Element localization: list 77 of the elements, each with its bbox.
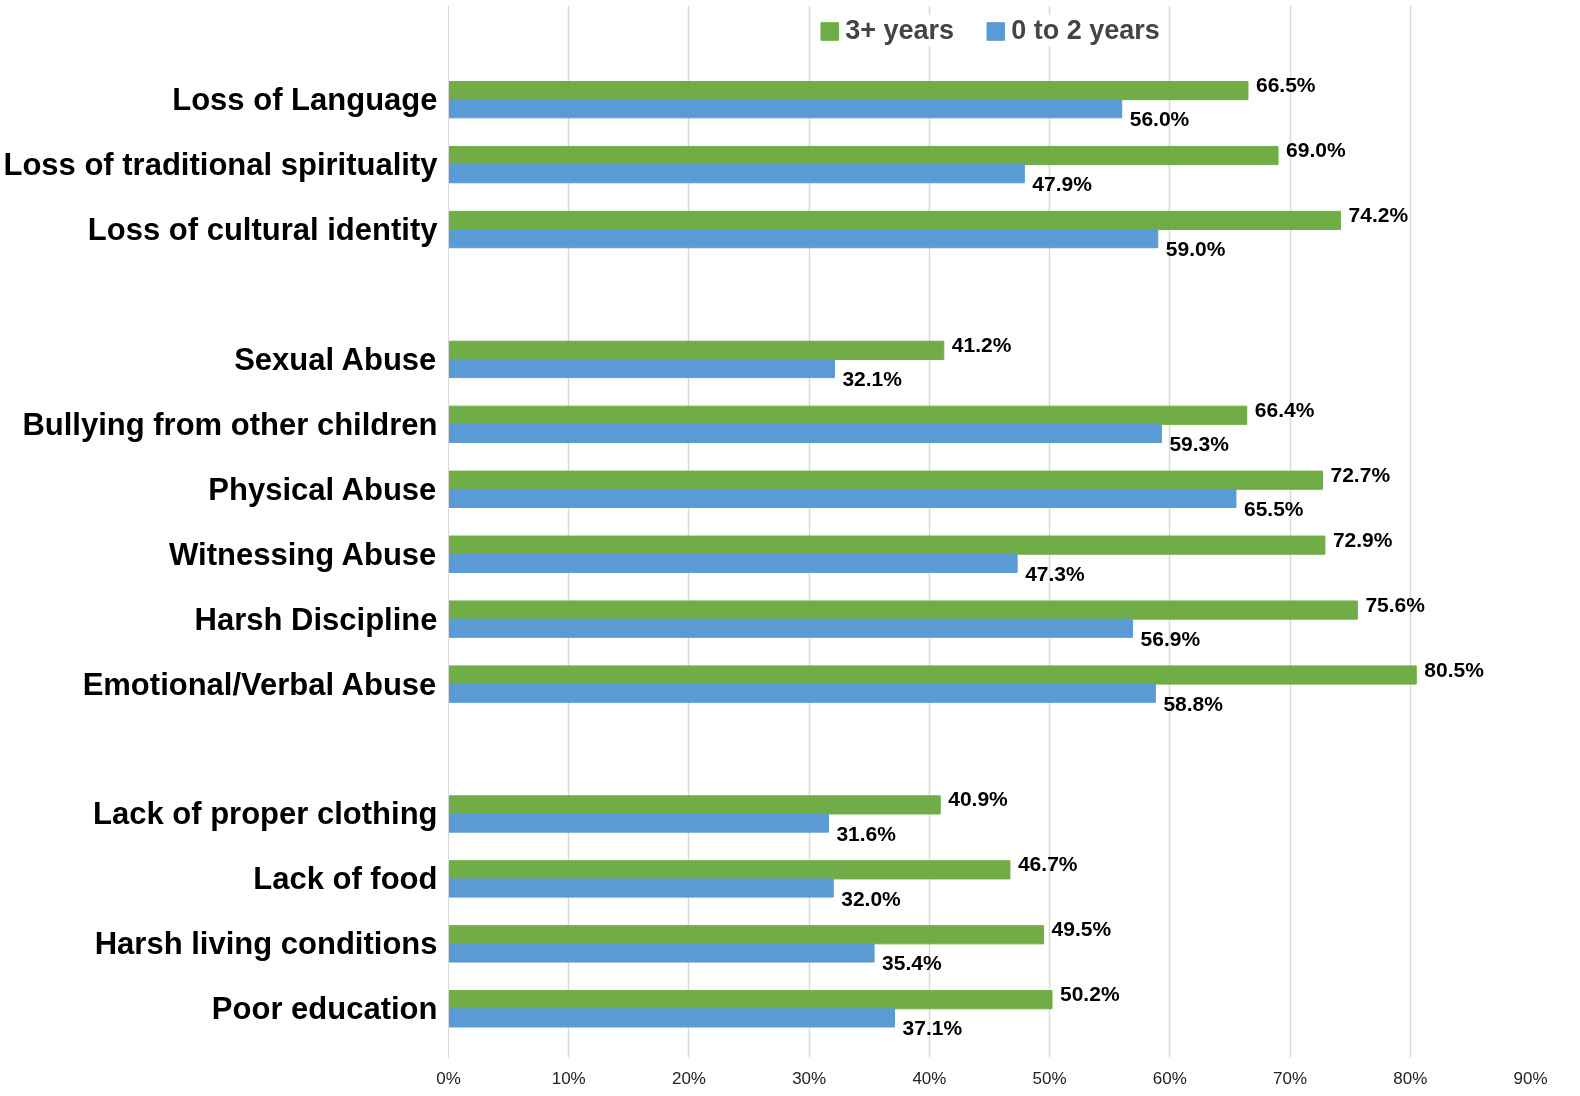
bar xyxy=(448,600,1358,620)
data-label: 31.6% xyxy=(836,821,897,845)
data-label: 47.9% xyxy=(1032,172,1093,196)
data-label: 66.4% xyxy=(1254,397,1315,421)
data-label: 59.3% xyxy=(1169,431,1230,455)
y-tick-label: Sexual Abuse xyxy=(234,341,437,377)
y-tick-label: Harsh living conditions xyxy=(94,926,438,962)
bar xyxy=(448,423,1162,444)
y-tick-label: Witnessing Abuse xyxy=(169,536,437,572)
y-tick-label: Loss of Language xyxy=(172,82,438,118)
y-tick-label: Poor education xyxy=(211,991,438,1027)
data-label: 80.5% xyxy=(1424,657,1485,681)
data-label: 32.0% xyxy=(841,886,902,910)
bar xyxy=(448,535,1326,555)
data-label: 32.1% xyxy=(842,367,903,390)
data-label: 49.5% xyxy=(1051,917,1112,941)
y-tick-label: Lack of proper clothing xyxy=(93,796,438,832)
data-label: 66.5% xyxy=(1255,73,1316,97)
data-label: 40.9% xyxy=(948,787,1009,811)
y-tick-label: Loss of cultural identity xyxy=(87,212,439,248)
bar xyxy=(448,80,1249,101)
bar xyxy=(448,340,945,360)
x-tick-label: 40% xyxy=(912,1068,947,1088)
data-label: 46.7% xyxy=(1017,852,1078,876)
bar xyxy=(448,164,1025,184)
bar xyxy=(448,405,1248,425)
y-tick-label: Harsh Discipline xyxy=(194,601,438,637)
x-tick-label: 50% xyxy=(1032,1068,1067,1088)
data-label: 72.9% xyxy=(1332,527,1393,551)
data-label: 58.8% xyxy=(1163,691,1224,715)
bar xyxy=(448,795,941,815)
bar xyxy=(448,488,1237,508)
y-tick-label: Lack of food xyxy=(253,861,438,897)
bar xyxy=(448,943,875,963)
x-tick-label: 60% xyxy=(1152,1068,1187,1088)
data-label: 50.2% xyxy=(1060,982,1120,1006)
bar xyxy=(448,990,1053,1010)
bar xyxy=(448,470,1324,490)
data-label: 56.9% xyxy=(1140,626,1201,650)
y-tick-label: Physical Abuse xyxy=(208,471,437,507)
bar xyxy=(448,813,829,833)
bar xyxy=(448,878,834,898)
y-tick-label: Loss of traditional spirituality xyxy=(3,147,439,183)
data-label: 59.0% xyxy=(1165,237,1226,261)
bar xyxy=(448,925,1045,945)
bar xyxy=(448,145,1279,166)
x-tick-label: 10% xyxy=(551,1068,586,1088)
bar xyxy=(448,683,1156,703)
x-tick-label: 20% xyxy=(671,1068,706,1088)
data-label: 74.2% xyxy=(1348,202,1409,226)
data-label: 75.6% xyxy=(1365,592,1426,616)
bar xyxy=(448,99,1123,119)
bar xyxy=(448,618,1134,638)
x-tick-label: 70% xyxy=(1273,1068,1308,1088)
x-tick-label: 80% xyxy=(1393,1068,1428,1088)
data-label: 47.3% xyxy=(1025,561,1086,585)
bar xyxy=(448,553,1018,573)
data-label: 35.4% xyxy=(882,951,942,975)
data-label: 72.7% xyxy=(1330,462,1391,486)
data-label: 69.0% xyxy=(1286,138,1346,162)
bar xyxy=(448,860,1011,880)
x-tick-label: 0% xyxy=(436,1068,461,1088)
bar xyxy=(448,1008,896,1028)
bar xyxy=(448,358,835,379)
bar xyxy=(448,665,1417,685)
y-tick-label: Bullying from other children xyxy=(22,406,438,442)
x-tick-label: 30% xyxy=(792,1068,827,1088)
data-label: 37.1% xyxy=(902,1016,963,1040)
x-tick-label: 90% xyxy=(1513,1068,1548,1088)
data-label: 41.2% xyxy=(951,332,1012,356)
legend-label: 0 to 2 years xyxy=(1011,15,1160,46)
legend-label: 3+ years xyxy=(845,15,955,46)
data-label: 56.0% xyxy=(1129,107,1190,131)
bar xyxy=(448,229,1159,249)
y-tick-label: Emotional/Verbal Abuse xyxy=(82,666,437,702)
bar xyxy=(448,210,1342,231)
data-label: 65.5% xyxy=(1243,496,1304,520)
